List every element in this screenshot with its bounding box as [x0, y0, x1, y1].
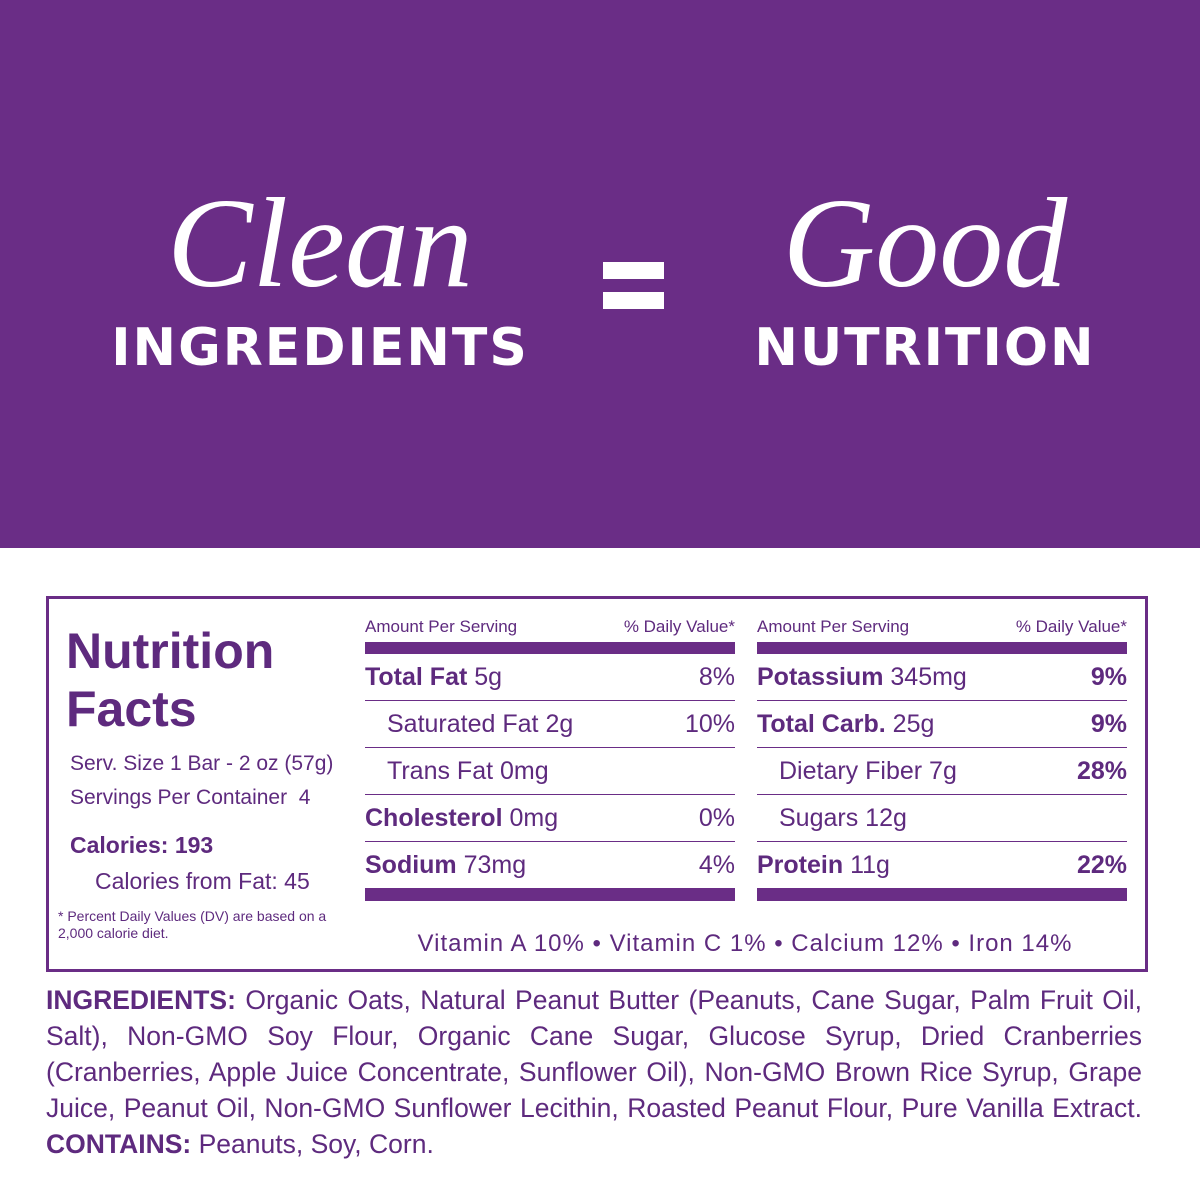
nutrient-row: Cholesterol 0mg 0% [365, 795, 735, 842]
nutrient-amount: 73mg [463, 850, 527, 879]
equals-bar [603, 262, 664, 279]
daily-value: 4% [698, 850, 735, 879]
footnote: * Percent Daily Values (DV) are based on… [58, 908, 327, 941]
nutrient-row: Sodium 73mg 4% [365, 842, 735, 889]
serving-size: Serv. Size 1 Bar - 2 oz (57g) [70, 752, 334, 775]
header-dv: % Daily Value* [1015, 617, 1127, 636]
daily-value: 9% [1090, 662, 1127, 691]
nutrient-amount: 0mg [509, 803, 559, 832]
nutrient-amount: 12g [865, 803, 907, 832]
servings-value: 4 [298, 786, 311, 809]
nutrient-row: Protein 11g 22% [757, 842, 1127, 889]
nutrition-title: Facts [66, 681, 197, 737]
nutrient-column: Amount Per Serving % Daily Value* Potassiu… [757, 612, 1127, 901]
daily-value: 10% [684, 709, 735, 738]
nutrient: Cholesterol 0mg [365, 804, 558, 833]
daily-value: 9% [1090, 709, 1127, 738]
ingredients-text: Organic Oats, Natural Peanut Butter (Pea… [46, 985, 1142, 1123]
thick-rule [757, 889, 1127, 901]
nutrient-name: Sodium [365, 850, 457, 879]
nutrient-row: Dietary Fiber 7g 28% [757, 748, 1127, 795]
nutrient-amount: 7g [929, 756, 957, 785]
nutrient-name: Protein [757, 850, 844, 879]
thick-rule [365, 642, 735, 654]
servings-label: Servings Per Container [70, 786, 288, 809]
nutrient-name: Total Fat [365, 662, 468, 691]
nutrient-amount: 0mg [500, 756, 549, 785]
nutrient-amount: 345mg [890, 662, 967, 691]
nutrient-row: Potassium 345mg 9% [757, 654, 1127, 701]
calories: Calories: 193 [70, 832, 214, 858]
nutrition-title: Nutrition [66, 623, 275, 679]
nutrient-amount: 25g [892, 709, 935, 738]
thick-rule [757, 642, 1127, 654]
nutrient-row: Total Carb. 25g 9% [757, 701, 1127, 748]
nutrient: Total Fat 5g [365, 663, 502, 692]
contains-text: Peanuts, Soy, Corn. [198, 1129, 434, 1159]
column-header: Amount Per Serving % Daily Value* [365, 612, 735, 642]
daily-value: 22% [1076, 850, 1127, 879]
nutrient-row: Total Fat 5g 8% [365, 654, 735, 701]
vitamins: Vitamin A 10% • Vitamin C 1% • Calcium 1… [417, 930, 1073, 957]
nutrient-name: Saturated Fat [387, 709, 539, 738]
nutrient: Saturated Fat 2g [365, 710, 573, 739]
nutrient-column: Amount Per Serving % Daily Value* Total Fa… [365, 612, 735, 901]
nutrient-row: Saturated Fat 2g 10% [365, 701, 735, 748]
nutrient: Total Carb. 25g [757, 710, 934, 739]
nutrient: Potassium 345mg [757, 663, 967, 692]
ingredients: INGREDIENTS: Organic Oats, Natural Peanu… [46, 982, 1142, 1162]
caps-word: INGREDIENTS [111, 318, 529, 378]
calories-from-fat: Calories from Fat: 45 [95, 868, 310, 894]
nutrient-name: Cholesterol [365, 803, 503, 832]
nutrient-name: Sugars [779, 803, 859, 832]
daily-value: 28% [1076, 756, 1127, 785]
nutrient-amount: 5g [474, 662, 503, 691]
banner: Clean INGREDIENTS Good NUTRITION [0, 0, 1200, 548]
daily-value: 0% [698, 803, 735, 832]
nutrient-name: Dietary Fiber [779, 756, 923, 785]
servings: Servings Per Container 4 [70, 786, 310, 810]
thick-rule [365, 889, 735, 901]
header-dv: % Daily Value* [623, 617, 735, 636]
contains-label: CONTAINS: [46, 1129, 192, 1159]
script-word: Clean [167, 172, 473, 314]
nutrient-name: Potassium [757, 662, 884, 691]
header-amount: Amount Per Serving [365, 617, 518, 636]
nutrient-row: Sugars 12g [757, 795, 1127, 842]
nutrient-amount: 2g [545, 709, 574, 738]
script-word: Good [782, 172, 1068, 314]
nutrient: Protein 11g [757, 851, 890, 880]
equals-bar [603, 292, 664, 309]
nutrition-box [46, 596, 1148, 972]
nutrient-row: Trans Fat 0mg [365, 748, 735, 795]
nutrient: Sugars 12g [757, 804, 907, 833]
nutrient-name: Total Carb. [757, 709, 886, 738]
header-amount: Amount Per Serving [757, 617, 910, 636]
daily-value: 8% [698, 662, 735, 691]
nutrient-amount: 11g [850, 850, 890, 879]
nutrient-name: Trans Fat [387, 756, 494, 785]
nutrient: Trans Fat 0mg [365, 757, 549, 786]
column-header: Amount Per Serving % Daily Value* [757, 612, 1127, 642]
ingredients-label: INGREDIENTS: [46, 985, 236, 1015]
nutrient: Sodium 73mg [365, 851, 526, 880]
nutrient: Dietary Fiber 7g [757, 757, 957, 786]
caps-word: NUTRITION [754, 318, 1096, 378]
